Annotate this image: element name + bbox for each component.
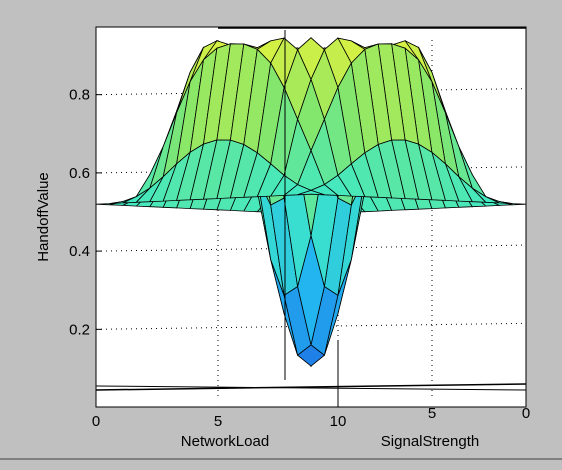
z-axis-label: HandoffValue — [35, 172, 52, 262]
x-tick-label: 5 — [214, 413, 222, 430]
surface-patch — [297, 189, 325, 196]
z-tick-label: 0.4 — [69, 243, 90, 260]
x-tick-label: 0 — [92, 413, 100, 430]
x-axis-label: NetworkLoad — [181, 433, 269, 450]
z-tick-label: 0.6 — [69, 165, 90, 182]
window-divider — [0, 458, 562, 460]
z-tick-label: 0.8 — [69, 87, 90, 104]
axis-box — [95, 27, 527, 407]
box-bottom-edge-back — [95, 385, 527, 391]
z-tick-label: 0.2 — [69, 321, 90, 338]
tick-labels: 0.2 0.4 0.6 0.8 0 5 10 5 0 — [69, 87, 530, 430]
surface-mesh — [95, 37, 527, 368]
y-axis-label: SignalStrength — [381, 433, 479, 450]
y-tick-label: 5 — [428, 405, 436, 422]
x-tick-label: 10 — [330, 413, 347, 430]
box-bottom-edge — [95, 383, 527, 391]
y-tick-label: 0 — [522, 405, 530, 422]
